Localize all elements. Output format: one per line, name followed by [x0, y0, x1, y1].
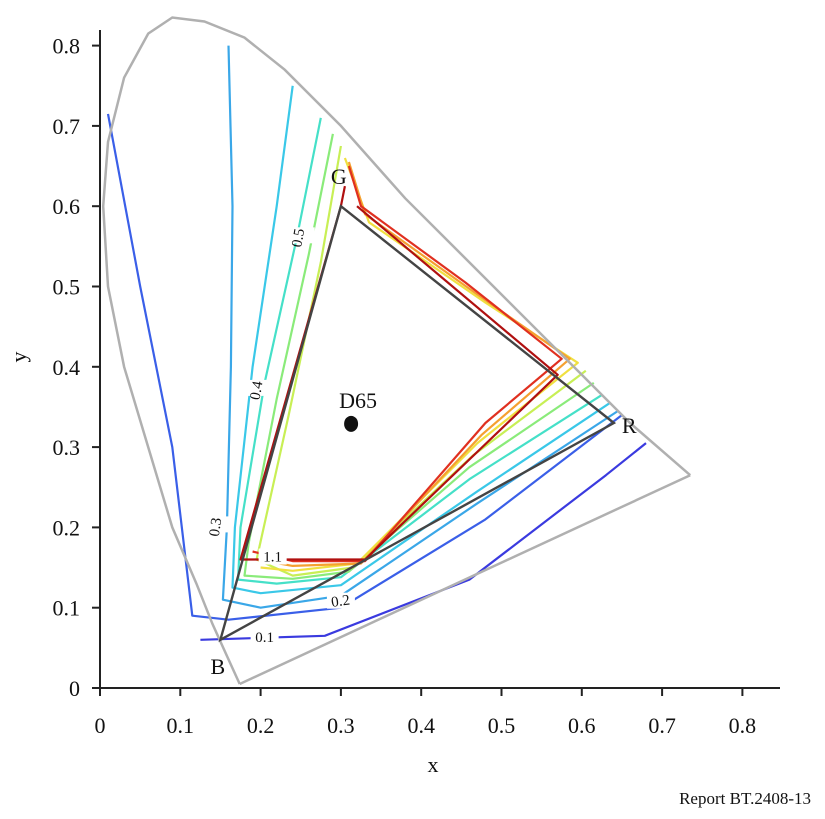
- contour-label-bg-5: [286, 227, 315, 244]
- x-tick-label-5: 0.5: [488, 713, 516, 738]
- d65-label: D65: [339, 388, 377, 413]
- contour-lines: [106, 45, 647, 641]
- primary-label-G: G: [331, 164, 347, 189]
- contour-label-4: 0.4: [248, 379, 267, 401]
- spectral-locus-group: [101, 16, 692, 686]
- contour-label-bg-2: [326, 592, 355, 609]
- contour-label-9: 1.1: [263, 550, 282, 566]
- purple-line: [239, 474, 691, 686]
- y-tick-label-1: 0.1: [53, 596, 81, 621]
- y-tick-label-3: 0.3: [53, 435, 81, 460]
- axes: 0 0.1 0.2 0.3 0.4 0.5 0.6 0.7 0.8 0 0.1 0.2 0.3 0.4 0.…: [6, 30, 780, 777]
- contour-label-2: 0.2: [330, 592, 351, 610]
- x-tick-label-4: 0.4: [407, 713, 435, 738]
- rec709-gamut-triangle: [218, 204, 617, 643]
- y-tick-label-2: 0.2: [53, 515, 81, 540]
- contour-line-9: [252, 165, 563, 563]
- x-tick-label-1: 0.1: [167, 713, 195, 738]
- gamut-triangle: [218, 204, 617, 643]
- d65-white-point: [344, 415, 359, 432]
- x-tick-label-7: 0.7: [648, 713, 676, 738]
- contour-line-2: [221, 45, 619, 609]
- y-tick-label-7: 0.7: [53, 114, 81, 139]
- primary-label-B: B: [210, 654, 225, 679]
- contour-line-0: [200, 442, 647, 641]
- x-tick-label-3: 0.3: [327, 713, 355, 738]
- primary-label-R: R: [622, 413, 637, 438]
- y-axis-label: y: [6, 352, 31, 363]
- y-tick-label-5: 0.5: [53, 275, 81, 300]
- contour-label-bg-0: [250, 628, 279, 645]
- y-tick-label-4: 0.4: [53, 355, 81, 380]
- y-tick-label-0: 0: [69, 676, 80, 701]
- report-caption: Report BT.2408-13: [679, 789, 811, 808]
- y-tick-label-6: 0.6: [53, 194, 81, 219]
- spectral-locus: [101, 16, 692, 685]
- x-tick-label-6: 0.6: [568, 713, 596, 738]
- cie-chromaticity-chart: 0 0.1 0.2 0.3 0.4 0.5 0.6 0.7 0.8 0 0.1 0.2 0.3 0.4 0.…: [6, 16, 780, 777]
- x-axis-label: x: [428, 752, 439, 777]
- contour-label-5: 0.5: [289, 227, 308, 248]
- y-tick-label-8: 0.8: [53, 34, 81, 59]
- x-tick-label-8: 0.8: [729, 713, 757, 738]
- x-tick-label-2: 0.2: [247, 713, 275, 738]
- contour-label-bg-9: [258, 548, 287, 565]
- chart-labels: R G B D65 0.1 0.2 0.3 0.4 0.5 1.1: [204, 164, 637, 679]
- contour-line-4: [237, 117, 603, 585]
- contour-label-0: 0.1: [255, 630, 274, 646]
- contour-line-5: [243, 133, 595, 580]
- contour-label-bg-3: [204, 516, 233, 533]
- x-tick-label-0: 0: [95, 713, 106, 738]
- contour-label-3: 0.3: [207, 517, 225, 538]
- contour-label-bg-4: [244, 379, 273, 396]
